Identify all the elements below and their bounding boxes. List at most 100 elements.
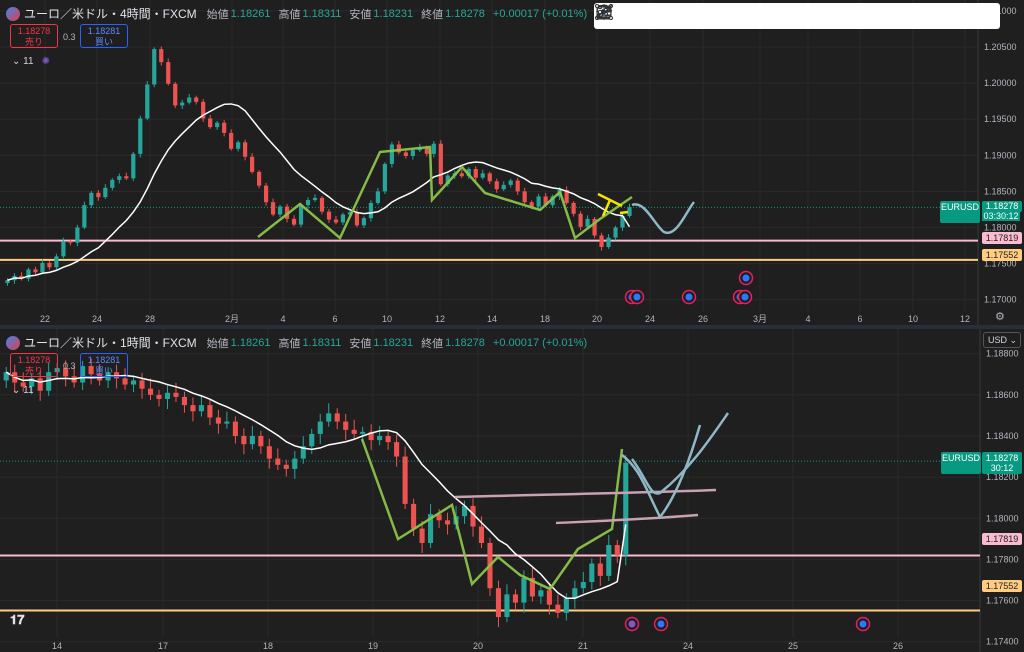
high-label: 高値 (278, 8, 301, 21)
price-tag-symbol: EURUSD (941, 453, 980, 463)
indicator-row[interactable]: ⌄ 11 ✺ (12, 56, 50, 67)
chart-pane-1h[interactable]: 1.18800 1.18600 1.18400 1.18200 1.18000 1.178… (0, 329, 1024, 652)
tradingview-logo[interactable]: 𝟏𝟕 (10, 612, 25, 627)
candle (385, 430, 391, 450)
candle-body (19, 275, 24, 279)
price-tick-label: 1.18000 (986, 513, 1019, 523)
buy-button[interactable]: 1.18281 買い (80, 24, 128, 48)
candle (536, 193, 541, 211)
candle-body (124, 176, 129, 179)
candle (368, 424, 374, 451)
candle-body (250, 156, 255, 172)
price-axis: 1.18800 1.18600 1.18400 1.18200 1.18000 1.178… (986, 349, 1019, 647)
candle (277, 204, 283, 218)
sell-button[interactable]: 1.18278 売り (10, 24, 58, 48)
candle (326, 403, 332, 427)
price-tick-label: 1.17400 (986, 637, 1019, 647)
pink-level-tag-4h: 1.17819 (982, 232, 1022, 244)
price-tag-value-1h: 1.18278 30:12 (982, 452, 1022, 474)
candle-body (428, 514, 434, 543)
indicator-row[interactable]: ⌄ 11 (12, 385, 34, 396)
rectangle-icon[interactable] (594, 3, 614, 21)
open-value: 1.18261 (230, 336, 271, 349)
sell-button[interactable]: 1.18278 売り (10, 353, 58, 377)
candle-body (478, 526, 485, 543)
symbol-title[interactable]: ユーロ／米ドル・1時間・FXCM (24, 336, 197, 350)
candle-body (438, 143, 443, 185)
candle (61, 237, 66, 259)
candle-body (207, 405, 213, 418)
price-axis: 1.21000 1.20500 1.20000 1.19500 1.19000 1.185… (984, 6, 1017, 305)
candle-body (480, 173, 485, 178)
symbol-flag-icon (6, 6, 20, 21)
candle (340, 212, 346, 226)
candle (572, 580, 578, 609)
candle (508, 178, 513, 188)
candle-body (419, 528, 425, 543)
indicator-settings-icon[interactable]: ✺ (41, 56, 50, 67)
candle (473, 166, 478, 182)
candle-body (26, 269, 31, 279)
time-tick-label: 26 (698, 314, 708, 324)
candle (368, 200, 374, 222)
candle (190, 397, 196, 422)
event-marker-icon (855, 616, 871, 632)
candle (614, 539, 620, 563)
candle-body (512, 594, 518, 603)
time-tick-label: 6 (332, 314, 337, 324)
candle-body (529, 577, 535, 597)
candle-body (319, 197, 325, 212)
time-tick-label: 26 (893, 641, 903, 651)
candle-body (110, 179, 115, 188)
candle-body (61, 241, 66, 257)
time-tick-label: 24 (683, 641, 693, 651)
candle-body (270, 202, 276, 215)
candle (256, 170, 262, 189)
candle-body (555, 604, 561, 613)
event-marker-icon (738, 270, 754, 286)
candle-body (312, 197, 318, 201)
candle-body (194, 97, 199, 102)
symbol-title[interactable]: ユーロ／米ドル・4時間・FXCM (24, 7, 197, 21)
candle-body (382, 163, 387, 192)
chart-pane-4h[interactable]: 1.21000 1.20500 1.20000 1.19500 1.19000 1.185… (0, 0, 1024, 325)
time-tick-label: 20 (473, 641, 483, 651)
candle-body (190, 405, 196, 412)
chart-canvas-1h[interactable]: 1.18800 1.18600 1.18400 1.18200 1.18000 1.178… (0, 329, 1024, 652)
candle-body (47, 262, 52, 268)
candle (585, 215, 590, 229)
orange-level-tag-1h: 1.17552 (982, 580, 1022, 592)
buy-price: 1.18281 (87, 355, 121, 365)
candle (283, 459, 289, 477)
price-tag-timer: 30:12 (990, 463, 1014, 473)
candle (266, 438, 272, 469)
candle-body (501, 184, 506, 190)
drawings (257, 145, 695, 241)
candle (480, 169, 485, 180)
candle-body (258, 435, 264, 447)
candle-body (317, 421, 323, 434)
pane-separator[interactable] (0, 325, 1024, 329)
candle-body (396, 144, 401, 153)
time-tick-label: 12 (435, 314, 445, 324)
price-tag-price: 1.18278 (985, 453, 1019, 463)
candle-body (68, 241, 73, 243)
buy-button[interactable]: 1.18281 買い (80, 353, 128, 377)
chart-settings-gear-icon[interactable]: ⚙ (995, 311, 1005, 323)
time-tick-label: 10 (908, 314, 918, 324)
candle-body (538, 590, 544, 597)
chart-canvas-4h[interactable]: 1.21000 1.20500 1.20000 1.19500 1.19000 1.185… (0, 0, 1024, 325)
candle-body (623, 462, 629, 556)
spread-value: 0.3 (63, 361, 76, 371)
time-tick-label: 3月 (753, 314, 767, 324)
time-tick-label: 22 (40, 314, 50, 324)
currency-select[interactable]: USD ⌄ (983, 332, 1021, 348)
candle-body (536, 196, 541, 207)
candle (208, 114, 213, 129)
candle-body (403, 152, 408, 156)
green-swing-drawing (360, 438, 624, 591)
candle-body (351, 429, 357, 434)
candle-body (361, 218, 367, 226)
candle-body (424, 147, 429, 154)
candle-body (550, 196, 555, 206)
